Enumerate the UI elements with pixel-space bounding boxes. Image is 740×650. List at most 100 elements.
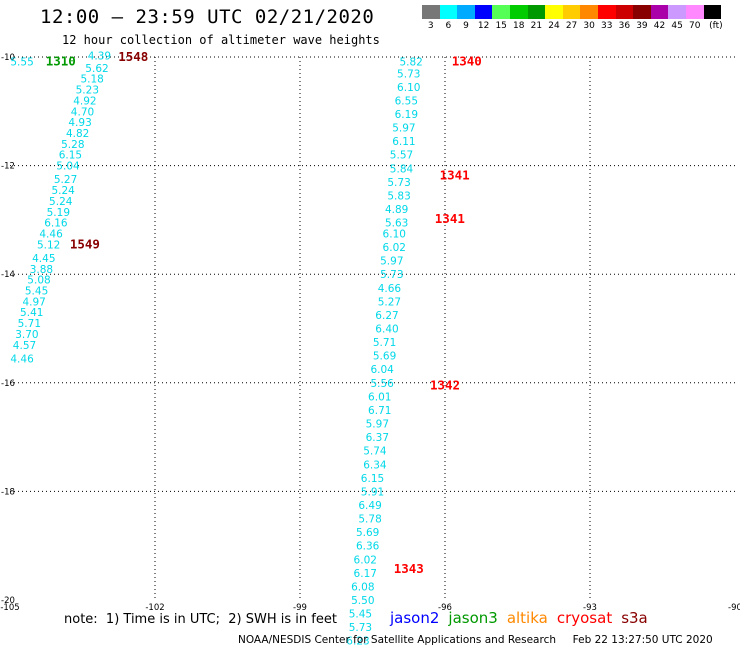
swh-observation: 5.63 bbox=[385, 218, 408, 230]
colorbar-entry: 12 bbox=[474, 5, 493, 31]
swh-observation: 6.16 bbox=[44, 218, 68, 230]
colorbar-swatch bbox=[668, 5, 686, 19]
pass-time-label: 1342 bbox=[430, 378, 460, 393]
lat-tick-label: -18 bbox=[1, 487, 15, 497]
pass-time-label: 1310 bbox=[46, 53, 76, 68]
lon-tick-label: -99 bbox=[293, 603, 307, 613]
swh-observation: 5.08 bbox=[27, 275, 50, 287]
colorbar-label: 27 bbox=[565, 21, 578, 31]
swh-observation: 6.10 bbox=[383, 228, 406, 240]
swh-observation: 6.08 bbox=[351, 581, 374, 593]
swh-observation: 4.39 bbox=[88, 50, 111, 62]
colorbar-entry: 21 bbox=[527, 5, 546, 31]
colorbar-entry: 39 bbox=[633, 5, 651, 31]
swh-observation: 5.41 bbox=[20, 307, 43, 319]
swh-observation: 5.04 bbox=[56, 161, 80, 173]
swh-observation: 5.73 bbox=[380, 269, 403, 281]
swh-observation: 6.15 bbox=[59, 150, 82, 162]
colorbar-label: 39 bbox=[636, 21, 648, 31]
swh-observation: 5.19 bbox=[47, 207, 70, 219]
map-title: 12:00 – 23:59 UTC 02/21/2020 bbox=[40, 6, 375, 28]
colorbar-label: 15 bbox=[495, 21, 507, 31]
swh-observation: 4.82 bbox=[66, 128, 89, 140]
swh-observation: 6.36 bbox=[356, 541, 380, 553]
swh-observation: 6.27 bbox=[375, 310, 398, 322]
map-subtitle: 12 hour collection of altimeter wave hei… bbox=[62, 33, 380, 47]
colorbar-entry: 45 bbox=[668, 5, 686, 31]
colorbar-label: 9 bbox=[463, 21, 469, 31]
swh-observation: 6.11 bbox=[392, 136, 415, 148]
colorbar-swatch bbox=[509, 5, 528, 19]
swh-observation: 5.97 bbox=[380, 256, 403, 268]
lon-tick-label: -90 bbox=[728, 603, 740, 613]
colorbar-label: 45 bbox=[671, 21, 683, 31]
colorbar-swatch bbox=[545, 5, 563, 19]
colorbar-entry: 18 bbox=[509, 5, 528, 31]
swh-observation: 6.71 bbox=[368, 405, 391, 417]
colorbar-label: 42 bbox=[653, 21, 666, 31]
satellite-label-jason3: jason3 bbox=[448, 609, 498, 627]
swh-observation: 5.97 bbox=[392, 123, 415, 135]
swh-observation: 5.73 bbox=[397, 68, 420, 80]
swh-observation: 4.46 bbox=[39, 228, 63, 240]
swh-observation: 5.56 bbox=[370, 378, 394, 390]
colorbar-label: 21 bbox=[530, 21, 543, 31]
colorbar-swatch bbox=[527, 5, 546, 19]
swh-observation: 4.46 bbox=[10, 353, 34, 365]
swh-observation: 5.23 bbox=[76, 85, 99, 97]
colorbar-label: 6 bbox=[445, 21, 452, 31]
swh-observation: 3.88 bbox=[30, 264, 53, 276]
satellite-label-s3a: s3a bbox=[621, 609, 648, 627]
colorbar-entry: 3 bbox=[422, 5, 440, 31]
swh-observation: 4.57 bbox=[13, 340, 36, 352]
colorbar-label: 33 bbox=[601, 21, 613, 31]
swh-observation: 4.45 bbox=[32, 253, 55, 265]
swh-observation: 6.19 bbox=[395, 109, 418, 121]
swh-observation: 5.91 bbox=[361, 486, 384, 498]
satellite-label-altika: altika bbox=[506, 609, 548, 627]
pass-time-label: 1340 bbox=[452, 53, 482, 68]
swh-observation: 6.34 bbox=[363, 459, 387, 471]
pass-time-label: 1548 bbox=[118, 49, 148, 64]
colorbar-entry: 42 bbox=[650, 5, 669, 31]
swh-observation: 5.50 bbox=[351, 595, 374, 607]
colorbar-swatch bbox=[597, 5, 616, 19]
colorbar-unit: (ft) bbox=[709, 21, 723, 31]
swh-observation: 5.97 bbox=[366, 419, 389, 431]
colorbar-entry: 36 bbox=[615, 5, 634, 31]
swh-observation: 4.70 bbox=[71, 106, 94, 118]
swh-observation: 5.45 bbox=[349, 609, 372, 621]
lat-tick-label: -14 bbox=[1, 270, 15, 280]
swh-observation: 6.37 bbox=[366, 432, 389, 444]
satellite-label-cryosat: cryosat bbox=[556, 609, 613, 627]
colorbar-entry: 9 bbox=[457, 5, 475, 31]
swh-observation: 4.66 bbox=[378, 283, 402, 295]
credit-line: NOAA/NESDIS Center for Satellite Applica… bbox=[238, 634, 713, 646]
swh-observation: 4.97 bbox=[22, 296, 45, 308]
swh-observation: 5.27 bbox=[54, 174, 77, 186]
swh-observation: 5.71 bbox=[373, 337, 396, 349]
colorbar-entry: 30 bbox=[580, 5, 598, 31]
colorbar-entry: 70 bbox=[685, 5, 704, 31]
colorbar-label: 12 bbox=[477, 21, 490, 31]
swh-observation: 5.69 bbox=[373, 351, 396, 363]
swh-observation: 6.55 bbox=[395, 95, 418, 107]
pass-time-label: 1341 bbox=[440, 167, 470, 182]
colorbar-swatch bbox=[492, 5, 510, 19]
colorbar-entry: 15 bbox=[492, 5, 510, 31]
lat-tick-label: -10 bbox=[1, 53, 15, 63]
swh-observation: 5.84 bbox=[390, 163, 414, 175]
swh-observation: 6.02 bbox=[383, 242, 406, 254]
lon-tick-label: -102 bbox=[145, 603, 164, 613]
colorbar-label: 70 bbox=[688, 21, 701, 31]
swh-observation: 4.89 bbox=[385, 204, 408, 216]
colorbar-label: 36 bbox=[618, 21, 631, 31]
lat-tick-label: -20 bbox=[1, 596, 15, 606]
swh-observation: 5.74 bbox=[363, 446, 387, 458]
swh-observation: 5.69 bbox=[356, 527, 379, 539]
swh-observation: 6.04 bbox=[370, 364, 394, 376]
colorbar-swatch bbox=[685, 5, 704, 19]
satellite-label-jason2: jason2 bbox=[390, 609, 440, 627]
swh-observation: 5.27 bbox=[378, 296, 401, 308]
